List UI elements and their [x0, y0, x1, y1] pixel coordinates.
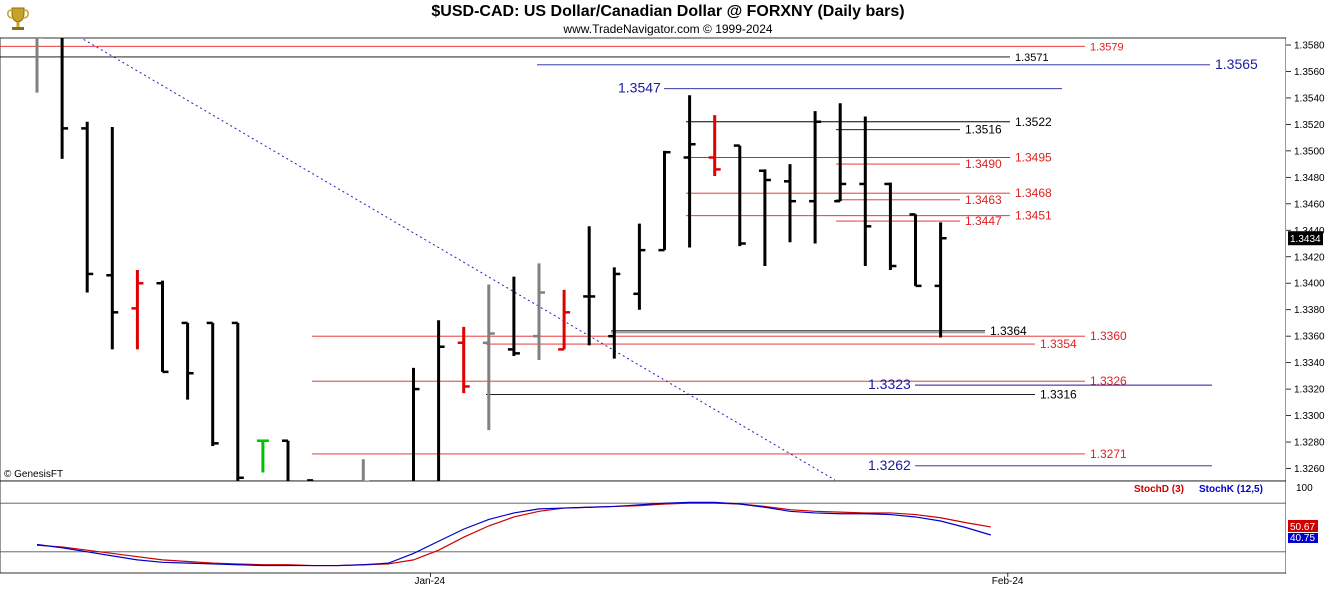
y-tick-label: 1.3480 — [1294, 173, 1325, 184]
ohlc-bar — [558, 289, 571, 351]
ohlc-bar — [533, 263, 545, 360]
ohlc-bar — [733, 144, 746, 247]
y-tick-label: 1.3400 — [1294, 279, 1325, 290]
y-tick-label: 1.3320 — [1294, 385, 1325, 396]
ohlc-bar — [231, 321, 244, 481]
ohlc-bar — [633, 223, 646, 310]
level-label-1.3547: 1.3547 — [618, 80, 661, 96]
stoch-k-legend: StochK (12,5) — [1199, 484, 1263, 495]
ohlc-bar — [909, 213, 922, 288]
level-label-1.3571: 1.3571 — [1015, 52, 1049, 64]
stoch-k-value: 40.75 — [1290, 533, 1315, 544]
level-label-1.3323: 1.3323 — [868, 376, 911, 392]
trendline — [80, 38, 836, 481]
ohlc-bar — [583, 226, 596, 346]
stoch-d-legend: StochD (3) — [1134, 484, 1184, 495]
y-tick-label: 1.3280 — [1294, 438, 1325, 449]
ohlc-bar — [106, 127, 119, 350]
ohlc-bar — [683, 95, 696, 248]
data-credit: © GenesisFT — [4, 469, 64, 480]
level-label-1.3579: 1.3579 — [1090, 41, 1124, 53]
level-label-1.3468: 1.3468 — [1015, 186, 1052, 200]
ohlc-bar — [608, 267, 621, 359]
ohlc-bar — [131, 269, 144, 350]
ohlc-bar — [708, 115, 721, 177]
right-axis-area — [1286, 38, 1336, 573]
level-label-1.3364: 1.3364 — [990, 324, 1027, 338]
y-tick-label: 1.3580 — [1294, 41, 1325, 52]
ohlc-bar — [884, 182, 897, 270]
level-label-1.3354: 1.3354 — [1040, 337, 1077, 351]
ohlc-bar — [35, 38, 43, 93]
y-tick-label: 1.3560 — [1294, 67, 1325, 78]
level-label-1.3271: 1.3271 — [1090, 447, 1127, 461]
ohlc-bar — [407, 367, 420, 481]
ohlc-bar — [307, 479, 315, 481]
y-tick-label: 1.3540 — [1294, 93, 1325, 104]
y-tick-label: 1.3420 — [1294, 252, 1325, 263]
ohlc-bar — [507, 276, 520, 357]
level-label-1.3490: 1.3490 — [965, 157, 1002, 171]
level-label-1.3316: 1.3316 — [1040, 387, 1077, 401]
level-label-1.3522: 1.3522 — [1015, 115, 1052, 129]
stoch-line-d — [36, 502, 991, 567]
ohlc-bar — [361, 459, 370, 481]
stoch-line-k — [36, 501, 991, 567]
ohlc-bar — [758, 169, 771, 267]
ohlc-bar — [181, 321, 194, 400]
x-tick-label: Feb-24 — [992, 576, 1024, 587]
ohlc-bar — [81, 121, 94, 293]
y-tick-label: 1.3460 — [1294, 199, 1325, 210]
level-label-1.3447: 1.3447 — [965, 214, 1002, 228]
level-label-1.3565: 1.3565 — [1215, 56, 1258, 72]
level-label-1.3516: 1.3516 — [965, 123, 1002, 137]
ohlc-bar — [482, 284, 495, 431]
level-label-1.3463: 1.3463 — [965, 193, 1002, 207]
chart-header: $USD-CAD: US Dollar/Canadian Dollar @ FO… — [0, 0, 1336, 38]
ohlc-bar — [784, 164, 796, 243]
chart-title: $USD-CAD: US Dollar/Canadian Dollar @ FO… — [431, 3, 905, 20]
level-label-1.3326: 1.3326 — [1090, 374, 1127, 388]
y-tick-label: 1.3500 — [1294, 146, 1325, 157]
y-tick-label: 1.3300 — [1294, 411, 1325, 422]
level-label-1.3262: 1.3262 — [868, 457, 911, 473]
chart-subtitle: www.TradeNavigator.com © 1999-2024 — [563, 22, 773, 36]
level-label-1.3495: 1.3495 — [1015, 150, 1052, 164]
ohlc-bar — [934, 222, 947, 338]
ohlc-bar — [658, 150, 671, 252]
y-tick-label: 1.3260 — [1294, 464, 1325, 475]
last-price-label: 1.3434 — [1290, 234, 1321, 245]
stoch-d-value: 50.67 — [1290, 522, 1315, 533]
x-tick-label: Jan-24 — [415, 576, 446, 587]
stoch-d-badge — [1288, 519, 1318, 532]
last-price-badge — [1288, 231, 1323, 246]
stochastic-panel — [0, 480, 1287, 574]
ohlc-bar — [60, 38, 69, 159]
ohlc-bar — [809, 111, 822, 244]
ohlc-bar — [432, 320, 445, 481]
ohlc-bar — [206, 321, 219, 447]
price-panel — [0, 37, 1287, 482]
stoch-y-tick-label: 100 — [1296, 483, 1313, 494]
ohlc-bar — [156, 280, 169, 374]
level-label-1.3451: 1.3451 — [1015, 209, 1052, 223]
y-tick-label: 1.3520 — [1294, 120, 1325, 131]
ohlc-bar — [834, 103, 847, 203]
ohlc-bar — [457, 326, 470, 394]
stoch-k-badge — [1288, 532, 1318, 543]
y-tick-label: 1.3360 — [1294, 332, 1325, 343]
trophy-logo-icon — [7, 7, 29, 30]
y-tick-label: 1.3340 — [1294, 358, 1325, 369]
ohlc-bar — [859, 116, 872, 267]
level-label-1.3360: 1.3360 — [1090, 329, 1127, 343]
ohlc-bar — [256, 439, 269, 473]
ohlc-bar — [282, 439, 294, 481]
y-tick-label: 1.3380 — [1294, 305, 1325, 316]
